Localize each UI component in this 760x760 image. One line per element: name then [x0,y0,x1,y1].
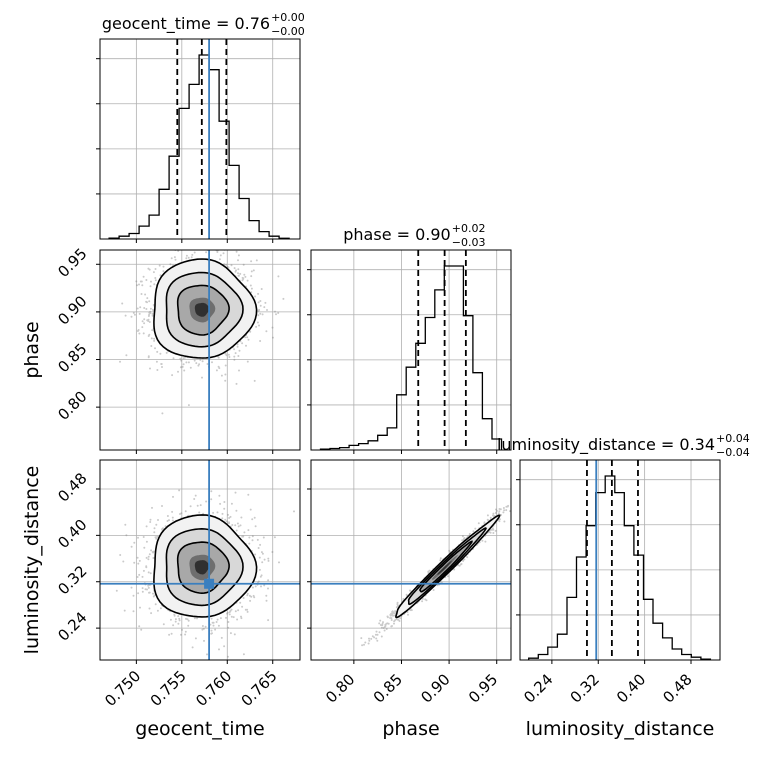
density-core [194,302,210,317]
truth-marker [204,578,215,589]
xtick-label-phase-0: 0.80 [322,670,358,706]
hist-panel-geocent_time [100,39,300,239]
hist-luminosity_distance-frame [519,459,721,661]
histogram-geocent_time [108,54,290,239]
contour-1 [176,284,230,336]
pair-2-frame [310,459,512,661]
xtick-label-phase-3: 0.95 [465,670,501,706]
contour-3 [395,514,501,619]
xlabel-phase: phase [382,718,439,740]
title-prefix: geocent_time = [102,14,235,34]
title-plus-luminosity_distance: +0.04 [716,432,750,445]
ytick-label-phase-2: 0.90 [54,292,90,328]
xtick-label-geocent_time-3: 0.765 [238,667,281,710]
histogram-luminosity_distance [528,475,712,660]
panel-title-geocent_time: geocent_time = 0.76 [102,14,270,34]
scatter-panel-geocent_time-phase [100,250,300,450]
contour-2 [165,527,244,607]
ytick-label-luminosity_distance-1: 0.32 [54,562,90,598]
title-prefix: phase = [343,225,415,244]
pair-0-frame [99,249,301,451]
ytick-label-phase-0: 0.80 [54,387,90,423]
title-value: 0.34 [679,435,715,454]
xtick-label-geocent_time-1: 0.755 [147,667,190,710]
title-value: 0.76 [234,14,270,33]
title-plus-geocent_time: +0.00 [271,11,305,24]
xtick-label-phase-1: 0.85 [370,670,406,706]
xtick-label-luminosity_distance-0: 0.24 [520,670,556,706]
title-minus-phase: −0.03 [452,236,486,249]
xtick-label-luminosity_distance-2: 0.40 [613,670,649,706]
title-prefix: luminosity_distance = [497,435,679,455]
panel-title-phase: phase = 0.90 [343,225,450,244]
xtick-label-phase-2: 0.90 [417,670,453,706]
xtick-label-geocent_time-2: 0.760 [192,667,235,710]
title-minus-geocent_time: −0.00 [271,25,305,38]
scatter-panel-geocent_time-luminosity_distance [100,460,300,660]
title-minus-luminosity_distance: −0.04 [716,446,750,459]
ytick-label-luminosity_distance-0: 0.24 [54,608,90,644]
xtick-label-luminosity_distance-1: 0.32 [567,670,603,706]
contour-1 [176,541,230,595]
ytick-label-phase-3: 0.95 [54,245,90,281]
title-value: 0.90 [415,225,451,244]
contour-3 [153,514,258,618]
contour-3 [153,258,258,359]
density-core [194,560,210,575]
density-core [437,560,452,575]
hist-panel-luminosity_distance [520,460,720,660]
ylabel-luminosity_distance: luminosity_distance [21,466,43,655]
pair-1-frame [99,459,301,661]
ytick-label-luminosity_distance-3: 0.48 [54,469,90,505]
ytick-label-phase-1: 0.85 [54,340,90,376]
histogram-phase [319,265,503,450]
hist-panel-phase [311,250,511,450]
xlabel-luminosity_distance: luminosity_distance [526,718,715,740]
panel-title-luminosity_distance: luminosity_distance = 0.34 [497,435,715,455]
contour-1 [419,540,473,593]
ytick-label-luminosity_distance-2: 0.40 [54,516,90,552]
title-plus-phase: +0.02 [452,222,486,235]
contour-2 [165,271,244,348]
hist-geocent_time-frame [99,38,301,240]
hist-phase-frame [310,249,512,451]
ylabel-phase: phase [21,321,43,378]
xtick-label-luminosity_distance-3: 0.48 [659,670,695,706]
scatter-panel-phase-luminosity_distance [311,460,511,660]
contour-2 [407,527,487,606]
xtick-label-geocent_time-0: 0.750 [101,667,144,710]
xlabel-geocent_time: geocent_time [135,718,264,740]
